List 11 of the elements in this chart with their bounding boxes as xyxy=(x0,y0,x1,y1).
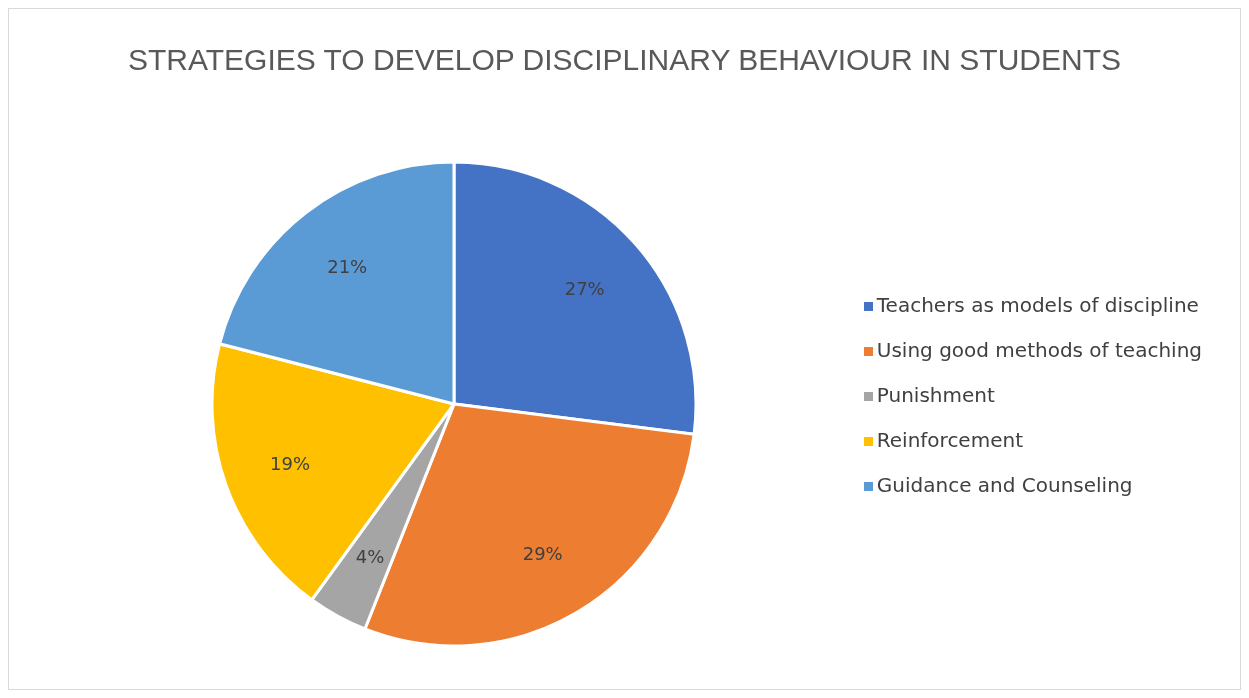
legend-label: Reinforcement xyxy=(876,427,1023,452)
data-label: 27% xyxy=(564,278,605,300)
data-label: 21% xyxy=(327,255,368,277)
legend-label: Guidance and Counseling xyxy=(876,472,1133,497)
chart-title: STRATEGIES TO DEVELOP DISCIPLINARY BEHAVIOUR IN STUDENTS xyxy=(126,42,1122,78)
data-label: 4% xyxy=(355,546,385,568)
data-label: 29% xyxy=(522,543,563,565)
legend-label: Teachers as models of discipline xyxy=(876,292,1199,317)
legend-label: Punishment xyxy=(876,382,995,407)
data-label: 19% xyxy=(270,452,311,474)
legend-label: Using good methods of teaching xyxy=(876,337,1202,362)
